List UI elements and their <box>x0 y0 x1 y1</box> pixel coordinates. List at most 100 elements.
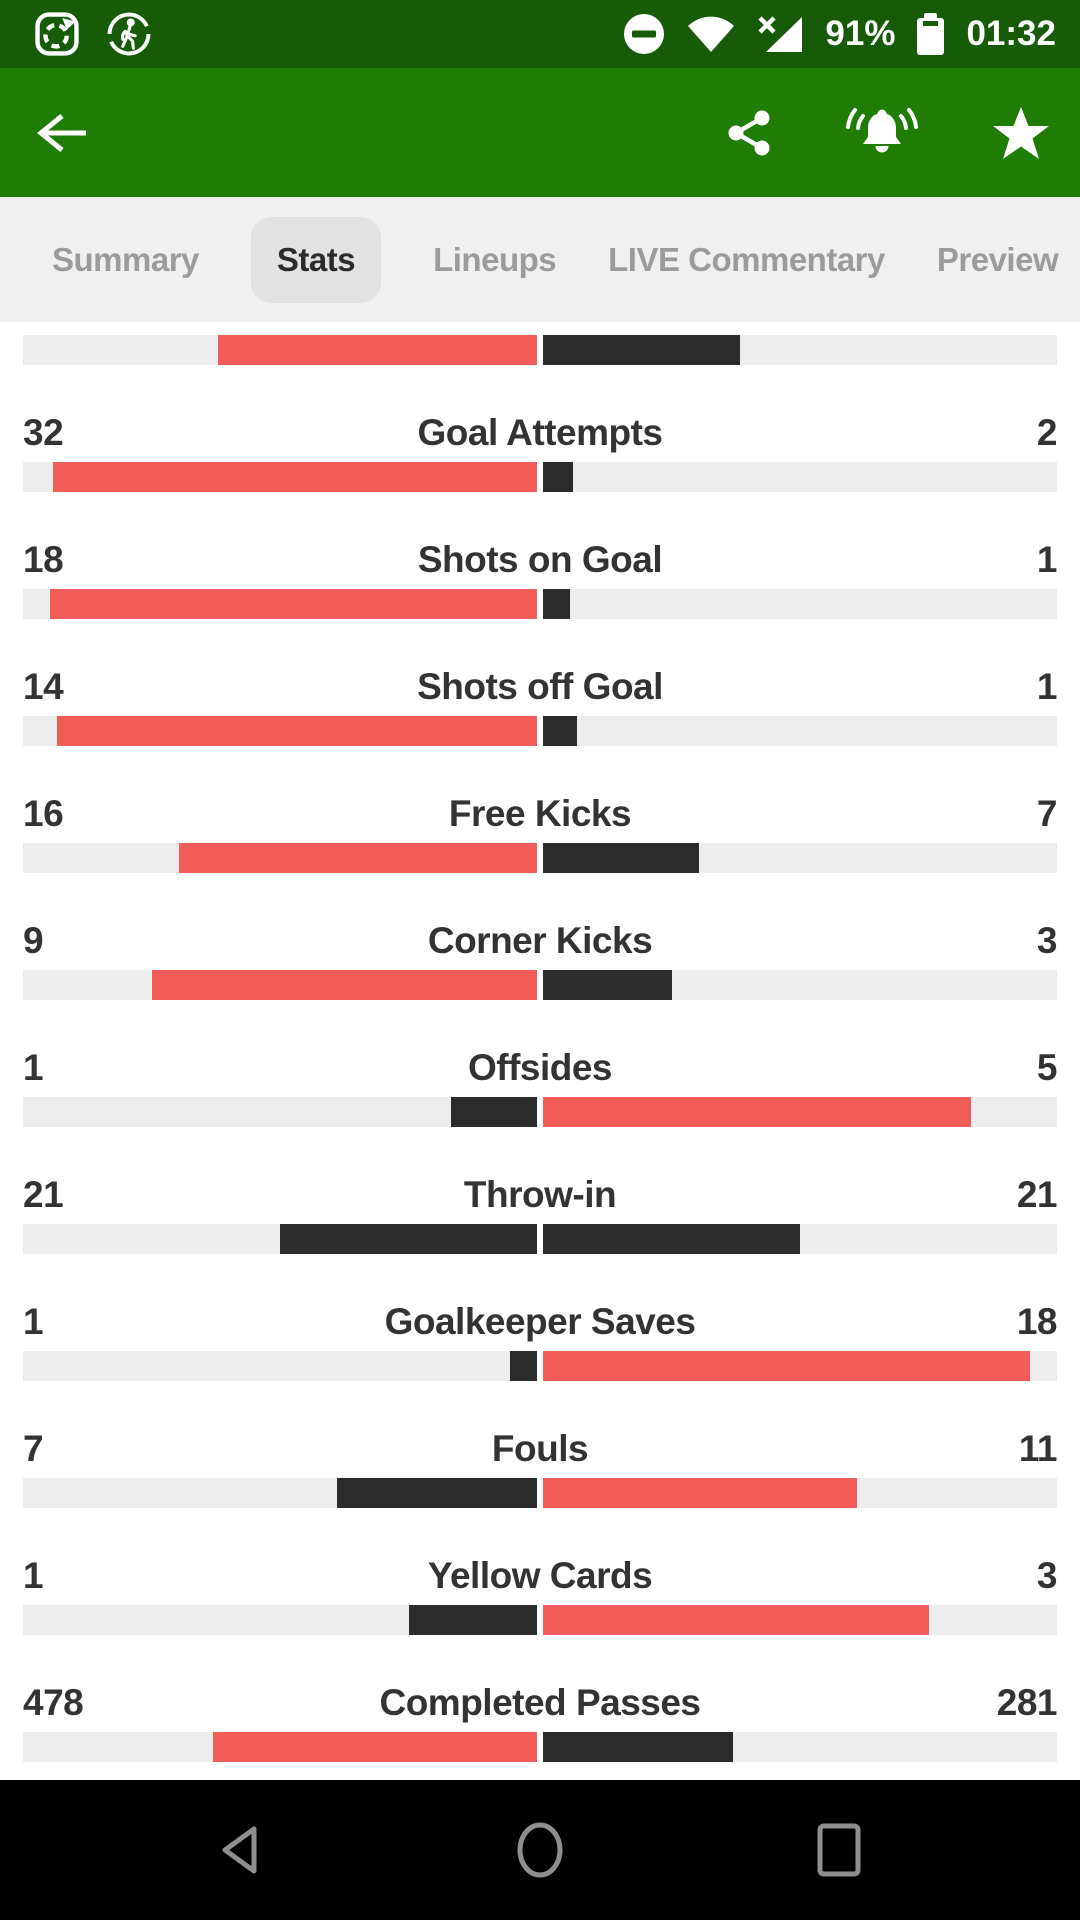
share-icon <box>728 110 770 155</box>
stat-bar-home <box>337 1478 537 1508</box>
stat-away-value: 7 <box>1036 793 1058 834</box>
stat-away-value: 18 <box>1016 1301 1058 1342</box>
android-nav-bar <box>0 1780 1080 1920</box>
stat-row-throw-in: 21 Throw-in 21 <box>0 1170 1080 1254</box>
status-bar-left-icons <box>34 11 152 57</box>
stat-away-value: 3 <box>1036 1555 1058 1596</box>
nav-back-button[interactable] <box>217 1824 265 1876</box>
share-button[interactable] <box>728 109 772 157</box>
stat-label: Offsides <box>467 1047 613 1088</box>
stat-away-value: 11 <box>1018 1428 1058 1469</box>
stat-row-completed-passes: 478 Completed Passes 281 <box>0 1678 1080 1762</box>
tab-stats[interactable]: Stats <box>250 216 382 303</box>
stats-list[interactable]: 32 Goal Attempts 2 18 Shots on Goal 1 14 Shots … <box>0 322 1080 1780</box>
stat-label: Throw-in <box>463 1174 617 1215</box>
stat-labels: 1 Offsides 5 <box>0 1043 1080 1093</box>
stat-bar-track <box>23 1351 1057 1381</box>
stat-home-value: 16 <box>23 793 64 834</box>
back-button[interactable] <box>36 113 90 153</box>
stat-bar-home <box>218 335 537 365</box>
stat-label: Shots off Goal <box>417 666 663 707</box>
wellbeing-walk-icon <box>107 12 151 56</box>
status-bar-right: 91% 01:32 <box>623 13 1056 55</box>
app-bar <box>0 68 1080 197</box>
tab-lineups[interactable]: Lineups <box>433 240 557 278</box>
stat-bar-home <box>53 462 537 492</box>
stat-bar-away <box>543 462 574 492</box>
stat-away-value: 2 <box>1036 412 1058 453</box>
clock: 01:32 <box>966 14 1056 53</box>
stat-bar-away <box>543 716 578 746</box>
stat-labels: 1 Goalkeeper Saves 18 <box>0 1297 1080 1347</box>
stat-bar-home <box>509 1351 537 1381</box>
stat-bar-track <box>23 716 1057 746</box>
stat-away-value: 1 <box>1036 666 1058 707</box>
stat-home-value: 18 <box>23 539 64 580</box>
stat-bar-home <box>213 1732 537 1762</box>
stat-bar-home <box>408 1605 537 1635</box>
stat-row <box>0 335 1080 365</box>
stat-bar-away <box>543 335 740 365</box>
stat-label: Completed Passes <box>379 1682 701 1723</box>
stat-bar-home <box>280 1224 537 1254</box>
stat-labels: 7 Fouls 11 <box>0 1424 1080 1474</box>
nav-home-circle-icon <box>517 1822 563 1878</box>
stat-bar-track <box>23 1605 1057 1635</box>
stat-bar-track <box>23 462 1057 492</box>
tab-summary[interactable]: Summary <box>52 240 199 278</box>
stat-bar-track <box>23 843 1057 873</box>
stat-labels: 16 Free Kicks 7 <box>0 789 1080 839</box>
stat-away-value: 5 <box>1036 1047 1058 1088</box>
stat-bar-away <box>543 1097 972 1127</box>
battery-percent: 91% <box>825 14 896 53</box>
tab-preview[interactable]: Preview <box>936 240 1059 278</box>
stat-label: Yellow Cards <box>427 1555 653 1596</box>
cell-signal-no-sim-icon <box>758 16 803 52</box>
stat-labels: 18 Shots on Goal 1 <box>0 535 1080 585</box>
stat-bar-away <box>543 1605 929 1635</box>
nav-recents-button[interactable] <box>815 1822 863 1878</box>
notifications-button[interactable] <box>846 106 918 160</box>
battery-icon <box>917 13 945 55</box>
stat-row-corner-kicks: 9 Corner Kicks 3 <box>0 916 1080 1000</box>
stat-row-shots-on-goal: 18 Shots on Goal 1 <box>0 535 1080 619</box>
stat-bar-track <box>23 970 1057 1000</box>
stat-label: Free Kicks <box>448 793 632 834</box>
stat-row-free-kicks: 16 Free Kicks 7 <box>0 789 1080 873</box>
stat-home-value: 21 <box>23 1174 64 1215</box>
stat-bar-home <box>451 1097 537 1127</box>
stat-bar-track <box>23 1478 1057 1508</box>
stat-row-shots-off-goal: 14 Shots off Goal 1 <box>0 662 1080 746</box>
stat-label: Goal Attempts <box>417 412 663 453</box>
stat-label: Goalkeeper Saves <box>384 1301 696 1342</box>
stat-label: Fouls <box>491 1428 589 1469</box>
nav-home-button[interactable] <box>515 1821 565 1879</box>
stat-bar-home <box>151 970 537 1000</box>
stat-labels: 478 Completed Passes 281 <box>0 1678 1080 1728</box>
stat-bar-track <box>23 335 1057 365</box>
sync-app-icon <box>35 12 79 56</box>
stat-row-offsides: 1 Offsides 5 <box>0 1043 1080 1127</box>
stat-bar-track <box>23 1732 1057 1762</box>
stat-labels: 21 Throw-in 21 <box>0 1170 1080 1220</box>
stat-bar-home <box>50 589 537 619</box>
stat-away-value: 1 <box>1036 539 1058 580</box>
stat-bar-track <box>23 1224 1057 1254</box>
tab-live-commentary[interactable]: LIVE Commentary <box>608 240 885 278</box>
stat-row-yellow-cards: 1 Yellow Cards 3 <box>0 1551 1080 1635</box>
stat-bar-away <box>543 1478 858 1508</box>
stat-home-value: 9 <box>23 920 44 961</box>
stat-label: Shots on Goal <box>417 539 663 580</box>
stat-row-goal-attempts: 32 Goal Attempts 2 <box>0 408 1080 492</box>
stat-bar-home <box>57 716 537 746</box>
nav-recents-square-icon <box>817 1823 861 1877</box>
stat-bar-track <box>23 1097 1057 1127</box>
tab-bar: Summary Stats Lineups LIVE Commentary Previe… <box>0 197 1080 322</box>
stat-labels: 32 Goal Attempts 2 <box>0 408 1080 458</box>
stat-bar-away <box>543 970 672 1000</box>
stat-away-value: 3 <box>1036 920 1058 961</box>
stat-bar-home <box>179 843 537 873</box>
favorite-button[interactable] <box>992 106 1050 160</box>
bell-ringing-icon <box>846 107 918 152</box>
